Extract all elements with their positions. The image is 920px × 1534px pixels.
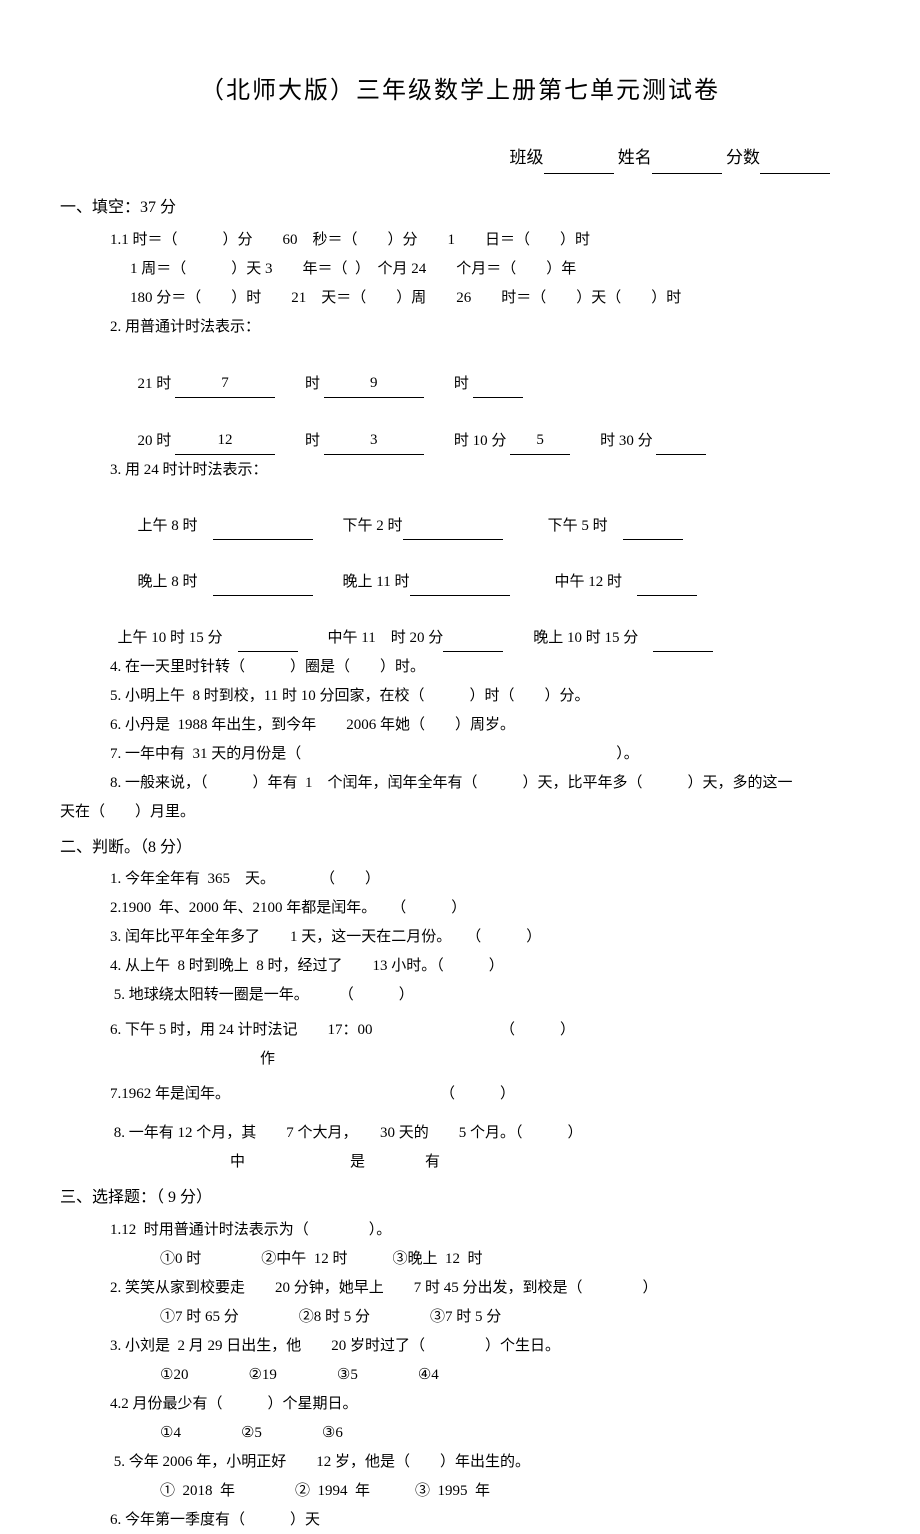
s1-q2: 2. 用普通计时法表示： [60, 314, 860, 341]
text: 21 时 [138, 376, 172, 392]
s3-q4o: ①4 ②5 ③6 [60, 1420, 860, 1447]
s1-q3-l2: 晚上 8 时 晚上 11 时 中午 12 时 [60, 542, 860, 596]
s2-q4: 4. 从上午 8 时到晚上 8 时，经过了 13 小时。（ ） [60, 953, 860, 980]
s3-q5: 5. 今年 2006 年，小明正好 12 岁，他是（ ）年出生的。 [60, 1449, 860, 1476]
s1-q1-l3: 180 分＝（ ）时 21 天＝（ ）周 26 时＝（ ）天（ ）时 [60, 285, 860, 312]
s1-q6: 6. 小丹是 1988 年出生，到今年 2006 年她（ ）周岁。 [60, 712, 860, 739]
blank: 9 [324, 370, 424, 398]
s3-q3o: ①20 ②19 ③5 ④4 [60, 1362, 860, 1389]
text: 上午 8 时 [138, 518, 198, 534]
s3-q2o: ①7 时 65 分 ②8 时 5 分 ③7 时 5 分 [60, 1304, 860, 1331]
s3-q1: 1.12 时用普通计时法表示为（ ）。 [60, 1217, 860, 1244]
s1-q2-l2: 20 时 12 时 3 时 10 分 5 时 30 分 [60, 400, 860, 455]
blank [637, 595, 697, 596]
s2-q1: 1. 今年全年有 365 天。 （ ） [60, 866, 860, 893]
s2-q6a: 6. 下午 5 时，用 24 计时法记 17：00 （ ） [60, 1017, 860, 1044]
text: 时 10 分 [454, 433, 507, 449]
blank [656, 454, 706, 455]
text: 晚上 11 时 [343, 574, 410, 590]
s1-q4: 4. 在一天里时针转（ ）圈是（ ）时。 [60, 654, 860, 681]
text: 20 时 [138, 433, 172, 449]
section-3-header: 三、选择题：（ 9 分） [60, 1184, 860, 1213]
s3-q2: 2. 笑笑从家到校要走 20 分钟，她早上 7 时 45 分出发，到校是（ ） [60, 1275, 860, 1302]
s2-q2: 2.1900 年、2000 年、2100 年都是闰年。 （ ） [60, 895, 860, 922]
blank: 7 [175, 370, 275, 398]
s1-q8a: 8. 一般来说，（ ）年有 1 个闰年，闰年全年有（ ）天，比平年多（ ）天，多… [60, 770, 860, 797]
s1-q3-l1: 上午 8 时 下午 2 时 下午 5 时 [60, 486, 860, 540]
text: 上午 10 时 15 分 [118, 630, 223, 646]
s2-q8b: 中 是 有 [60, 1149, 860, 1176]
s3-q1o: ①0 时 ②中午 12 时 ③晚上 12 时 [60, 1246, 860, 1273]
s3-q3: 3. 小刘是 2 月 29 日出生，他 20 岁时过了（ ）个生日。 [60, 1333, 860, 1360]
blank: 5 [510, 427, 570, 455]
blank [473, 397, 523, 398]
blank [213, 539, 313, 540]
s3-q6: 6. 今年第一季度有（ ）天 [60, 1507, 860, 1534]
s1-q5: 5. 小明上午 8 时到校，11 时 10 分回家，在校（ ）时（ ）分。 [60, 683, 860, 710]
name-blank [652, 154, 722, 174]
s1-q2-l1: 21 时 7 时 9 时 [60, 343, 860, 398]
s2-q5: 5. 地球绕太阳转一圈是一年。 （ ） [60, 982, 860, 1009]
text: 下午 5 时 [548, 518, 608, 534]
name-label: 姓名 [618, 148, 652, 167]
s2-q3: 3. 闰年比平年全年多了 1 天，这一天在二月份。 （ ） [60, 924, 860, 951]
blank [213, 595, 313, 596]
blank [403, 539, 503, 540]
blank [238, 651, 298, 652]
blank: 12 [175, 427, 275, 455]
s1-q3: 3. 用 24 时计时法表示： [60, 457, 860, 484]
text: 晚上 8 时 [138, 574, 198, 590]
text: 时 30 分 [600, 433, 653, 449]
class-blank [544, 154, 614, 174]
class-label: 班级 [510, 148, 544, 167]
text: 晚上 10 时 15 分 [533, 630, 638, 646]
section-1-header: 一、填空：37 分 [60, 194, 860, 223]
blank [653, 651, 713, 652]
s2-q7: 7.1962 年是闰年。 （ ） [60, 1081, 860, 1108]
s2-q6b: 作 [60, 1046, 860, 1073]
s3-q5o: ① 2018 年 ② 1994 年 ③ 1995 年 [60, 1478, 860, 1505]
text: 时 [305, 433, 320, 449]
s3-q4: 4.2 月份最少有（ ）个星期日。 [60, 1391, 860, 1418]
s1-q7: 7. 一年中有 31 天的月份是（ ）。 [60, 741, 860, 768]
text: 中午 11 时 20 分 [328, 630, 444, 646]
section-2-header: 二、判断。（8 分） [60, 834, 860, 863]
text: 下午 2 时 [343, 518, 403, 534]
blank [623, 539, 683, 540]
s1-q3-l3: 上午 10 时 15 分 中午 11 时 20 分 晚上 10 时 15 分 [60, 598, 860, 652]
s1-q1-l2: 1 周＝（ ）天 3 年＝（ ） 个月 24 个月＝（ ）年 [60, 256, 860, 283]
text: 时 [305, 376, 320, 392]
text: 中午 12 时 [555, 574, 623, 590]
score-label: 分数 [726, 148, 760, 167]
blank [443, 651, 503, 652]
text: 时 [454, 376, 469, 392]
score-blank [760, 154, 830, 174]
blank: 3 [324, 427, 424, 455]
s1-q8b: 天在（ ）月里。 [60, 799, 860, 826]
blank [410, 595, 510, 596]
info-line: 班级 姓名 分数 [60, 143, 860, 174]
page-title: （北师大版）三年级数学上册第七单元测试卷 [60, 70, 860, 113]
s2-q8a: 8. 一年有 12 个月，其 7 个大月， 30 天的 5 个月。（ ） [60, 1120, 860, 1147]
s1-q1-l1: 1.1 时＝（ ）分 60 秒＝（ ）分 1 日＝（ ）时 [60, 227, 860, 254]
